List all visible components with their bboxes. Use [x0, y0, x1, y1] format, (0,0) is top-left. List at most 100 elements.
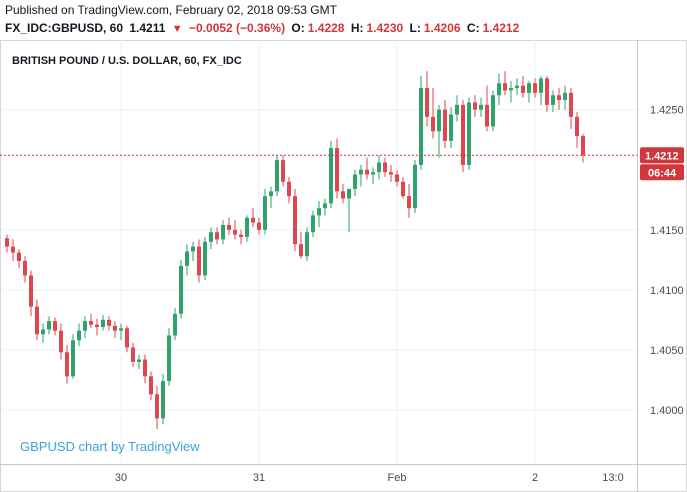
price-tick-label: 1.4000: [650, 405, 684, 417]
candle-body: [527, 83, 531, 93]
open-value: 1.4228: [307, 21, 345, 35]
candle-body: [389, 172, 393, 175]
change-value: −0.0052 (−0.36%): [189, 21, 286, 35]
candle-body: [275, 160, 279, 192]
candle-body: [161, 381, 165, 419]
high-label: H:: [350, 21, 364, 35]
candle-body: [5, 238, 9, 247]
candle-body: [371, 172, 375, 175]
candle-body: [215, 232, 219, 240]
candle-body: [557, 95, 561, 101]
price-tick-label: 1.4150: [650, 225, 684, 237]
candle-body: [521, 85, 525, 93]
candle-body: [191, 246, 195, 252]
candle-body: [473, 102, 477, 110]
candle-body: [281, 160, 285, 182]
close-label: C:: [466, 21, 480, 35]
candle-body: [569, 92, 573, 117]
candle-body: [365, 169, 369, 175]
candle-body: [335, 148, 339, 192]
candle-body: [479, 104, 483, 110]
low-value: 1.4206: [423, 21, 461, 35]
candle-body: [503, 83, 507, 91]
candle-body: [221, 224, 225, 240]
candle-body: [581, 136, 585, 156]
candle-body: [269, 191, 273, 197]
candle-body: [305, 232, 309, 257]
published-text: Published on TradingView.com, February 0…: [5, 3, 337, 17]
candle-body: [347, 188, 351, 199]
candle-body: [455, 104, 459, 115]
candle-body: [257, 222, 261, 230]
symbol-line: FX_IDC:GBPUSD, 60 1.4211 ▼ −0.0052 (−0.3…: [0, 18, 687, 38]
candle-body: [509, 88, 513, 91]
candle-body: [47, 321, 51, 330]
last-price-tag-text: 1.4212: [645, 150, 679, 162]
candle-body: [299, 244, 303, 257]
candle-body: [287, 181, 291, 197]
candle-body: [53, 321, 57, 331]
candle-body: [401, 181, 405, 197]
candle-body: [551, 95, 555, 105]
countdown-tag: [640, 164, 684, 181]
candle-body: [341, 191, 345, 199]
candle-body: [143, 359, 147, 377]
candle-body: [563, 92, 567, 101]
candle-body: [431, 116, 435, 132]
time-tick-label: 13:0: [602, 472, 623, 484]
candle-body: [437, 109, 441, 132]
price-tick-label: 1.4250: [650, 105, 684, 117]
price-tick-label: 1.4100: [650, 285, 684, 297]
candle-body: [131, 347, 135, 362]
candle-body: [413, 164, 417, 209]
candle-body: [83, 321, 87, 331]
candle-body: [197, 246, 201, 276]
candle-body: [155, 394, 159, 419]
time-axis: 30 31 Feb 2 13:0: [115, 472, 624, 484]
candle-body: [101, 319, 105, 328]
candle-body: [323, 203, 327, 209]
candle-body: [23, 261, 27, 276]
candle-body: [419, 88, 423, 165]
candles-group: [5, 71, 585, 430]
candle-body: [245, 217, 249, 237]
watermark-text[interactable]: GBPUSD chart by TradingView: [20, 439, 200, 454]
candle-body: [485, 104, 489, 127]
candle-body: [77, 330, 81, 341]
candle-body: [167, 335, 171, 382]
candle-body: [575, 116, 579, 137]
candle-body: [203, 241, 207, 276]
time-tick-label: 31: [253, 472, 265, 484]
countdown-text: 06:44: [648, 167, 677, 179]
published-line: Published on TradingView.com, February 0…: [0, 0, 687, 20]
candle-body: [425, 88, 429, 117]
candle-body: [293, 196, 297, 245]
candle-body: [233, 229, 237, 235]
chart-frame: [0, 40, 687, 492]
candle-body: [17, 252, 21, 262]
candle-body: [179, 265, 183, 314]
candle-body: [317, 208, 321, 216]
open-label: O:: [291, 21, 305, 35]
candle-body: [329, 148, 333, 204]
candle-body: [59, 330, 63, 353]
candle-body: [137, 359, 141, 362]
candle-body: [311, 215, 315, 233]
candle-body: [533, 83, 537, 93]
candle-body: [539, 78, 543, 93]
close-value: 1.4212: [482, 21, 520, 35]
high-value: 1.4230: [366, 21, 404, 35]
candle-body: [125, 328, 129, 348]
candle-body: [263, 196, 267, 230]
candle-body: [407, 196, 411, 209]
candle-body: [395, 174, 399, 182]
candle-body: [173, 313, 177, 336]
candle-body: [377, 162, 381, 173]
candlestick-chart[interactable]: 1.4250 1.4150 1.4100 1.4050 1.4000 30 31 Feb 2 1…: [0, 40, 687, 492]
candle-body: [11, 246, 15, 253]
price-tick-label: 1.4050: [650, 345, 684, 357]
candle-body: [65, 352, 69, 377]
time-tick-label: 30: [115, 472, 127, 484]
candle-body: [119, 328, 123, 331]
candle-body: [461, 104, 465, 165]
